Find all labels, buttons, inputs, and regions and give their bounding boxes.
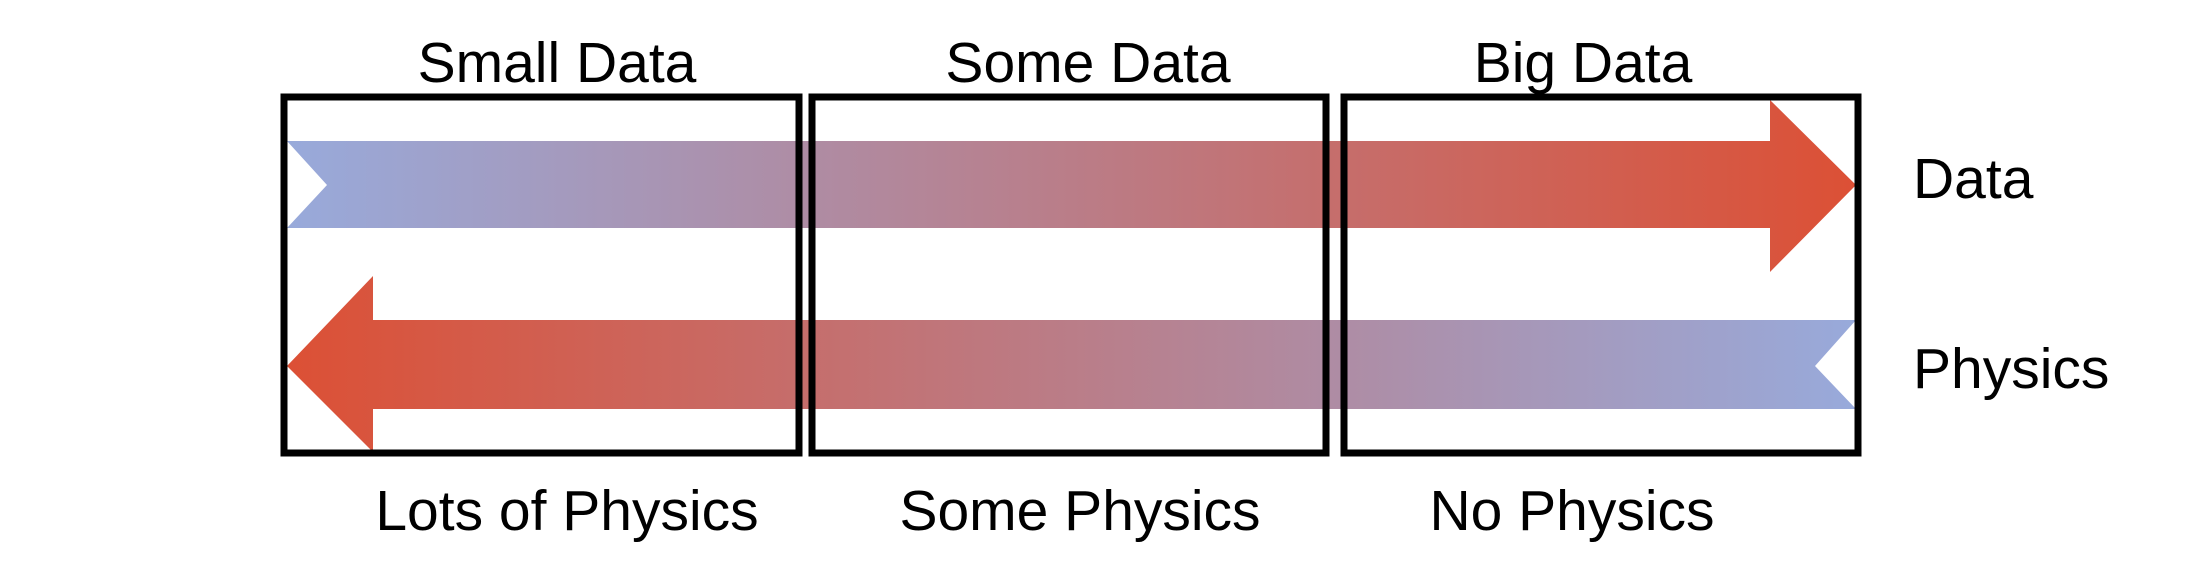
big-data-label: Big Data <box>1474 31 1693 95</box>
no-physics-label: No Physics <box>1429 479 1714 543</box>
data-arrow-label: Data <box>1913 147 2034 211</box>
small-data-box <box>280 93 803 457</box>
lots-of-physics-label: Lots of Physics <box>375 479 758 543</box>
physics-arrow-label: Physics <box>1913 337 2109 401</box>
some-data-label: Some Data <box>945 31 1230 95</box>
data-arrow <box>287 100 1856 272</box>
some-physics-label: Some Physics <box>899 479 1260 543</box>
some-data-box <box>808 93 1330 457</box>
physics-arrow <box>287 276 1856 452</box>
small-data-label: Small Data <box>418 31 697 95</box>
big-data-box <box>1340 93 1862 457</box>
